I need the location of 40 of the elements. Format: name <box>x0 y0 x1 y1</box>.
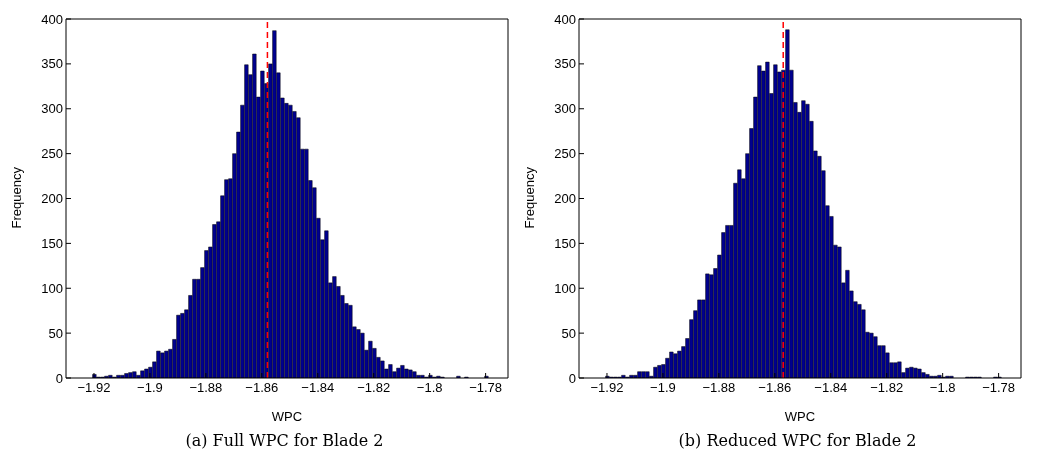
x-axis-title: WPC <box>784 409 816 424</box>
y-tick-label: 150 <box>41 235 63 251</box>
y-axis-title: Frequency <box>521 166 537 229</box>
x-tick-label: −1.82 <box>357 380 391 396</box>
y-axis-title: Frequency <box>8 166 24 229</box>
y-tick-label: 350 <box>41 56 63 72</box>
y-tick-label: 50 <box>48 325 63 341</box>
x-tick-label: −1.92 <box>77 380 111 396</box>
x-tick-label: −1.8 <box>929 380 956 396</box>
x-tick-label: −1.88 <box>702 380 736 396</box>
x-tick-label: −1.88 <box>189 380 223 396</box>
y-tick-label: 250 <box>554 146 576 162</box>
x-axis-title: WPC <box>271 409 303 424</box>
x-tick-label: −1.9 <box>137 380 163 396</box>
y-tick-label: 300 <box>554 101 576 117</box>
x-tick-label: −1.82 <box>870 380 904 396</box>
text: (a) Full WPC for Blade 2 <box>184 431 385 450</box>
y-tick-label: 250 <box>41 146 63 162</box>
x-tick-label: −1.86 <box>758 380 792 396</box>
x-tick-label: −1.84 <box>814 380 848 396</box>
y-tick-label: 200 <box>41 191 63 207</box>
y-tick-label: 200 <box>554 191 576 207</box>
y-tick-label: 400 <box>554 11 576 27</box>
y-tick-label: 0 <box>55 370 63 386</box>
y-tick-label: 100 <box>41 280 63 296</box>
x-tick-label: −1.84 <box>301 380 335 396</box>
x-tick-label: −1.9 <box>650 380 676 396</box>
y-tick-label: 50 <box>561 325 576 341</box>
y-tick-label: 350 <box>554 56 576 72</box>
x-tick-label: −1.78 <box>469 380 503 396</box>
y-tick-label: 400 <box>41 11 63 27</box>
y-tick-label: 100 <box>554 280 576 296</box>
y-tick-label: 150 <box>554 235 576 251</box>
y-tick-label: 300 <box>41 101 63 117</box>
x-tick-label: −1.8 <box>416 380 443 396</box>
x-tick-label: −1.86 <box>245 380 279 396</box>
y-tick-label: 0 <box>568 370 576 386</box>
text: (b) Reduced WPC for Blade 2 <box>677 431 918 450</box>
x-tick-label: −1.78 <box>982 380 1016 396</box>
x-tick-label: −1.92 <box>590 380 624 396</box>
